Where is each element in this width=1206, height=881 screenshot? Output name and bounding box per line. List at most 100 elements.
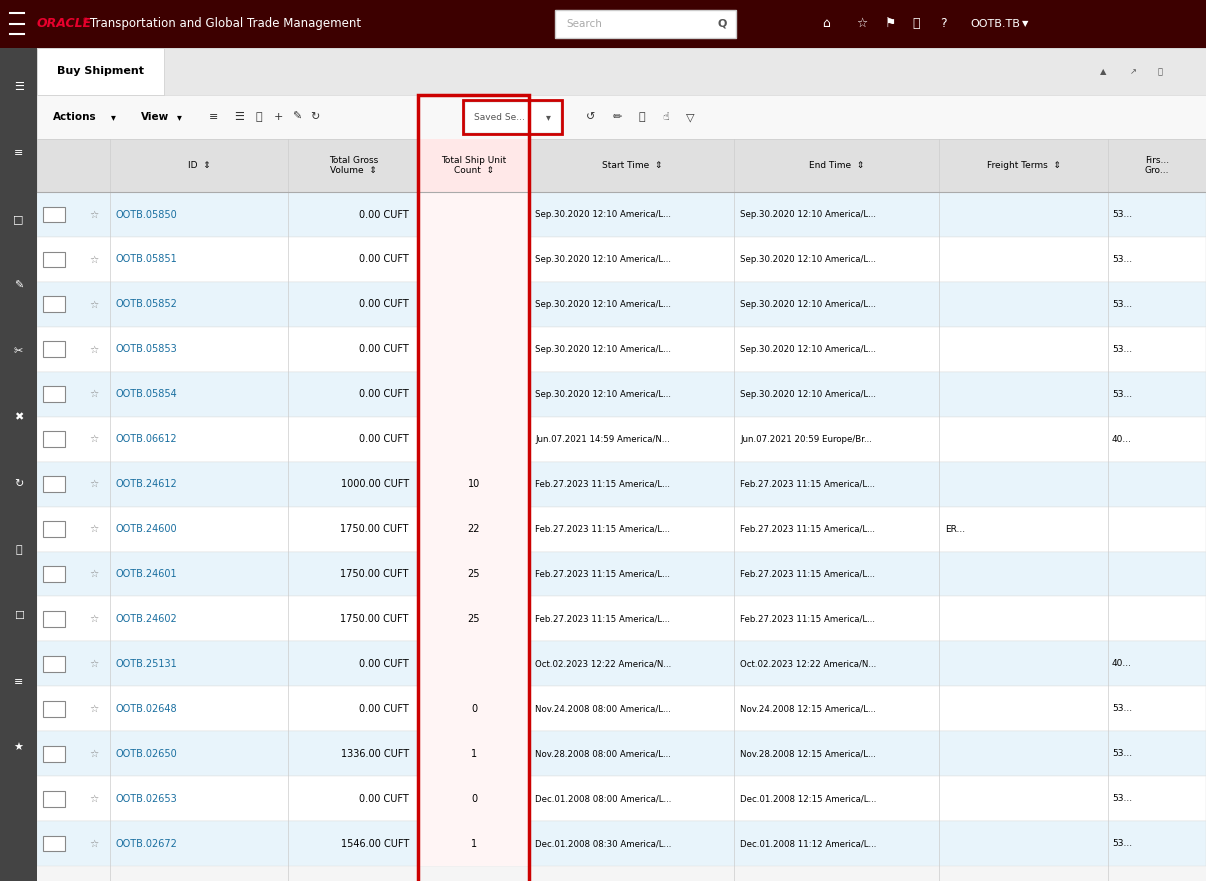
Text: ☆: ☆	[89, 344, 98, 354]
Text: ☰: ☰	[13, 82, 24, 93]
Text: Feb.27.2023 11:15 America/L...: Feb.27.2023 11:15 America/L...	[740, 569, 876, 579]
Text: OOTB.02653: OOTB.02653	[116, 794, 177, 803]
Bar	[418, 192, 529, 237]
Bar	[37, 686, 1206, 731]
Bar	[37, 641, 1206, 686]
Text: Freight Terms  ⇕: Freight Terms ⇕	[987, 161, 1061, 170]
Text: ?: ?	[939, 18, 947, 30]
Bar	[43, 566, 65, 582]
Text: OOTB.05854: OOTB.05854	[116, 389, 177, 399]
Bar	[418, 139, 529, 192]
Text: ✎: ✎	[292, 112, 302, 122]
Text: Feb.27.2023 11:15 America/L...: Feb.27.2023 11:15 America/L...	[535, 614, 671, 624]
Text: 1750.00 CUFT: 1750.00 CUFT	[340, 569, 409, 579]
Bar	[37, 731, 1206, 776]
Text: ⍾: ⍾	[913, 18, 920, 30]
Text: 0.00 CUFT: 0.00 CUFT	[359, 794, 409, 803]
Text: OOTB.02650: OOTB.02650	[116, 749, 177, 759]
Text: ✖: ✖	[14, 412, 23, 423]
Text: ☆: ☆	[89, 614, 98, 624]
Text: Dec.01.2008 08:00 America/L...: Dec.01.2008 08:00 America/L...	[535, 794, 672, 803]
Text: ☆: ☆	[89, 524, 98, 534]
Bar	[43, 611, 65, 627]
Text: 53...: 53...	[1112, 300, 1132, 309]
Text: 1750.00 CUFT: 1750.00 CUFT	[340, 524, 409, 534]
Bar	[37, 48, 1206, 95]
Text: ☆: ☆	[89, 704, 98, 714]
Bar	[418, 507, 529, 552]
Bar	[37, 192, 1206, 237]
Text: Feb.27.2023 11:15 America/L...: Feb.27.2023 11:15 America/L...	[535, 524, 671, 534]
Bar	[43, 432, 65, 448]
Text: Nov.24.2008 08:00 America/L...: Nov.24.2008 08:00 America/L...	[535, 704, 672, 714]
Bar	[37, 95, 1206, 139]
Text: 53...: 53...	[1112, 255, 1132, 264]
Bar	[43, 252, 65, 268]
Text: Nov.28.2008 12:15 America/L...: Nov.28.2008 12:15 America/L...	[740, 749, 877, 759]
Bar	[418, 776, 529, 821]
Text: 25: 25	[468, 569, 480, 579]
Text: Q: Q	[718, 19, 727, 29]
Text: 1: 1	[470, 839, 478, 848]
Text: ®: ®	[82, 19, 89, 24]
Text: OOTB.06612: OOTB.06612	[116, 434, 177, 444]
Text: Sep.30.2020 12:10 America/L...: Sep.30.2020 12:10 America/L...	[535, 210, 672, 219]
Bar	[37, 507, 1206, 552]
Bar	[418, 821, 529, 866]
Text: 1546.00 CUFT: 1546.00 CUFT	[340, 839, 409, 848]
Bar	[418, 282, 529, 327]
Text: 1750.00 CUFT: 1750.00 CUFT	[340, 614, 409, 624]
Text: View: View	[141, 112, 169, 122]
Text: 1000.00 CUFT: 1000.00 CUFT	[341, 479, 409, 489]
Text: Transportation and Global Trade Management: Transportation and Global Trade Manageme…	[90, 18, 362, 30]
Text: OOTB.02672: OOTB.02672	[116, 839, 177, 848]
Text: 53...: 53...	[1112, 704, 1132, 714]
Text: Feb.27.2023 11:15 America/L...: Feb.27.2023 11:15 America/L...	[535, 479, 671, 489]
Text: ★: ★	[13, 743, 24, 753]
Text: Total Gross
Volume  ⇕: Total Gross Volume ⇕	[329, 156, 377, 175]
Text: Feb.27.2023 11:15 America/L...: Feb.27.2023 11:15 America/L...	[740, 524, 876, 534]
Bar	[418, 731, 529, 776]
Text: Dec.01.2008 12:15 America/L...: Dec.01.2008 12:15 America/L...	[740, 794, 877, 803]
Text: Buy Shipment: Buy Shipment	[57, 66, 145, 77]
Text: ≡: ≡	[14, 148, 23, 159]
Text: OOTB.TB: OOTB.TB	[971, 19, 1020, 29]
Text: OOTB.05852: OOTB.05852	[116, 300, 177, 309]
Text: □: □	[13, 214, 24, 225]
Text: 0: 0	[470, 704, 478, 714]
Text: Sep.30.2020 12:10 America/L...: Sep.30.2020 12:10 America/L...	[535, 389, 672, 399]
Text: 53...: 53...	[1112, 794, 1132, 803]
Text: ≡: ≡	[209, 112, 218, 122]
Text: Nov.28.2008 08:00 America/L...: Nov.28.2008 08:00 America/L...	[535, 749, 672, 759]
Text: 0: 0	[470, 794, 478, 803]
Text: 25: 25	[468, 614, 480, 624]
Text: Sep.30.2020 12:10 America/L...: Sep.30.2020 12:10 America/L...	[740, 255, 877, 264]
Bar	[43, 701, 65, 717]
Text: ≡: ≡	[14, 677, 23, 687]
Text: 0.00 CUFT: 0.00 CUFT	[359, 255, 409, 264]
Text: ▲: ▲	[1100, 67, 1107, 76]
Text: Feb.27.2023 11:15 America/L...: Feb.27.2023 11:15 America/L...	[740, 614, 876, 624]
Bar	[37, 237, 1206, 282]
Bar	[418, 641, 529, 686]
Text: ✎: ✎	[14, 280, 23, 291]
Bar	[37, 552, 1206, 596]
Text: Saved Se...: Saved Se...	[474, 113, 525, 122]
Bar	[43, 297, 65, 313]
Bar	[37, 462, 1206, 507]
Text: Actions: Actions	[53, 112, 96, 122]
Bar	[43, 342, 65, 358]
Bar	[43, 477, 65, 492]
Text: ☆: ☆	[89, 794, 98, 803]
Text: Start Time  ⇕: Start Time ⇕	[602, 161, 662, 170]
Bar	[37, 282, 1206, 327]
Text: ☆: ☆	[89, 210, 98, 219]
Text: Sep.30.2020 12:10 America/L...: Sep.30.2020 12:10 America/L...	[535, 255, 672, 264]
Bar	[37, 821, 1206, 866]
Bar	[418, 237, 529, 282]
Text: ↗: ↗	[1130, 67, 1137, 76]
Bar	[37, 417, 1206, 462]
Text: Jun.07.2021 14:59 America/N...: Jun.07.2021 14:59 America/N...	[535, 434, 671, 444]
Text: ▼: ▼	[1021, 19, 1028, 28]
Bar	[43, 746, 65, 762]
